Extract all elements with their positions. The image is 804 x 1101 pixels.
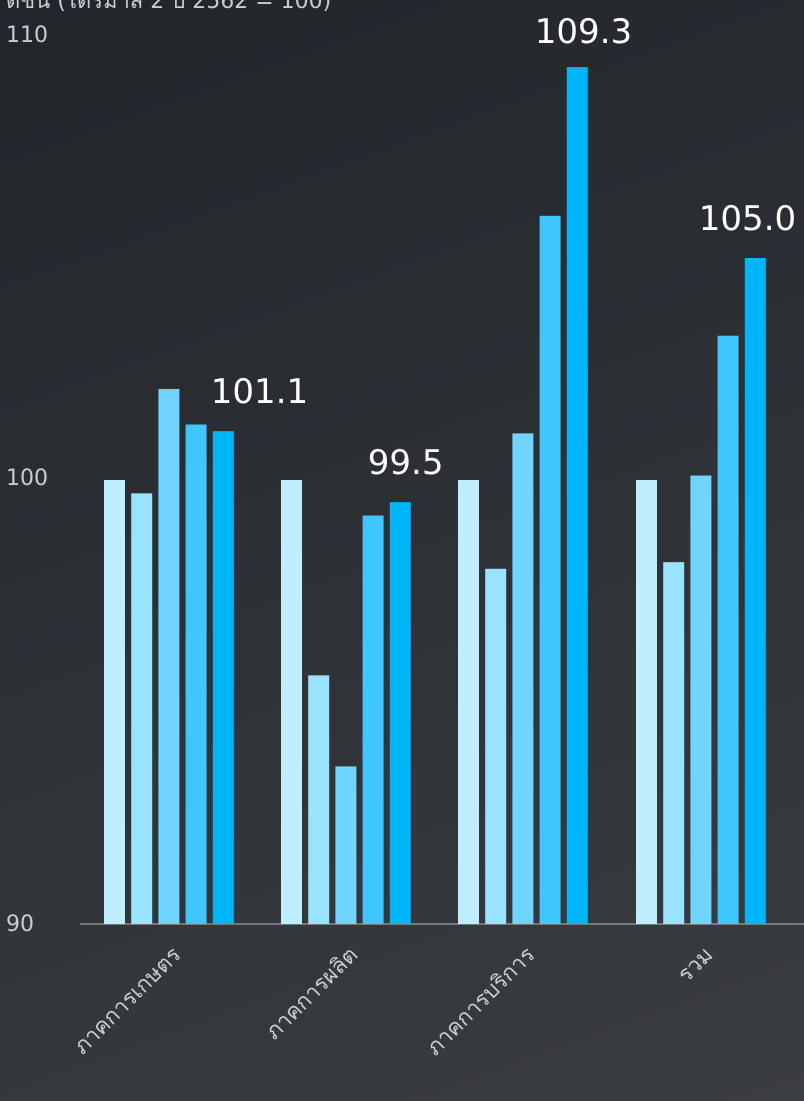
bar: [744, 258, 766, 924]
bar: [663, 562, 685, 924]
bar: [212, 431, 234, 924]
y-tick-label: 110: [6, 23, 48, 48]
bar: [717, 335, 739, 924]
bar: [566, 67, 588, 924]
bar: [512, 433, 534, 924]
data-label: 101.1: [211, 372, 308, 412]
data-label: 109.3: [535, 12, 632, 52]
bar: [335, 766, 357, 924]
bar: [185, 424, 207, 924]
y-tick-label: 90: [6, 912, 34, 937]
bars-group: [104, 67, 766, 925]
category-label: ภาคการเกษตร: [69, 942, 186, 1059]
bar: [308, 675, 330, 924]
bar: [131, 493, 153, 924]
category-label: ภาคการผลิต: [261, 943, 363, 1045]
category-label: รวม: [673, 943, 718, 988]
bar: [539, 215, 561, 924]
bar: [485, 568, 507, 924]
bar: [690, 475, 712, 924]
y-tick-label: 100: [6, 466, 48, 491]
category-label: ภาคการบริการ: [422, 942, 540, 1060]
bar: [104, 480, 125, 924]
bar: [158, 388, 180, 925]
bar: [362, 515, 384, 924]
data-label: 99.5: [368, 443, 444, 483]
bar: [281, 480, 302, 924]
bar: [458, 480, 479, 924]
data-label: 105.0: [699, 199, 796, 239]
y-axis-label: ดัชนี (ไตรมาส 2 ปี 2562 = 100): [6, 0, 331, 14]
bar: [389, 502, 411, 924]
bar: [636, 480, 657, 924]
